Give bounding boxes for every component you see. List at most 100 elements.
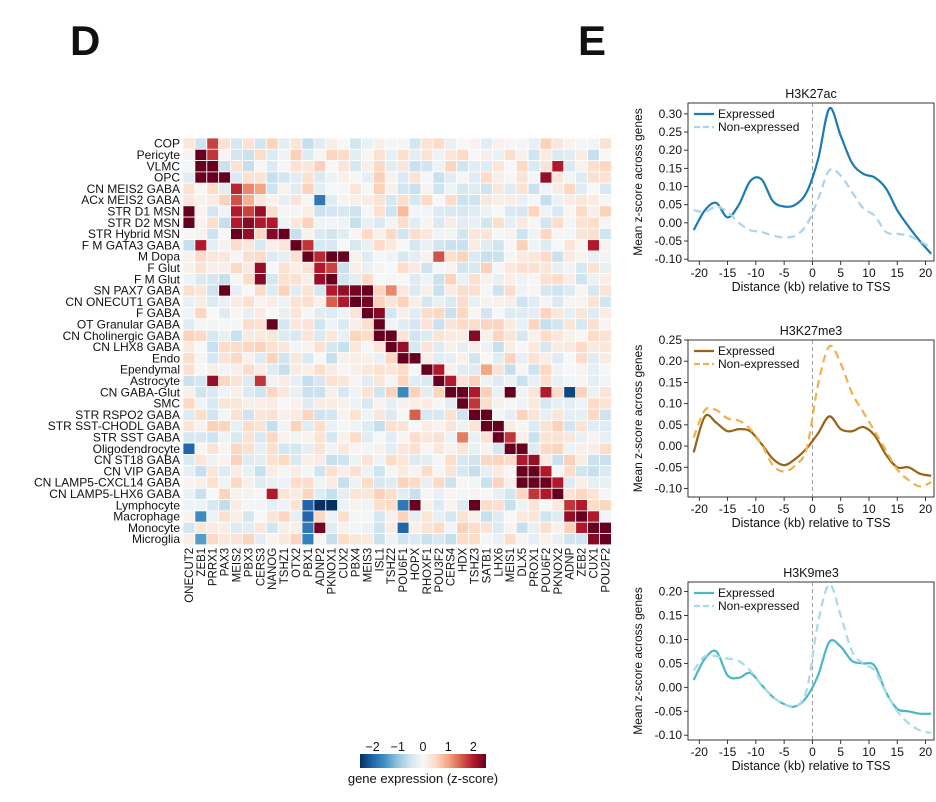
heatmap-cell [527, 352, 541, 365]
heatmap-cell [551, 465, 565, 478]
heatmap-cell [301, 420, 315, 433]
heatmap-cell [289, 171, 303, 184]
heatmap-cell [349, 476, 362, 489]
heatmap-cell [349, 171, 362, 184]
heatmap-cell [575, 408, 589, 421]
heatmap-cell [480, 521, 493, 534]
heatmap-cell [551, 182, 565, 195]
heatmap-cell [301, 216, 315, 229]
heatmap-cell [301, 250, 315, 263]
heatmap-cell [277, 420, 291, 433]
heatmap-cell [551, 205, 565, 218]
y-tick-label: 0.00 [659, 680, 683, 694]
heatmap-cell [361, 510, 374, 523]
heatmap-cell [218, 521, 231, 534]
heatmap-cell [325, 465, 339, 478]
heatmap-cell [575, 318, 589, 331]
heatmap-cell [456, 442, 470, 455]
heatmap-cell [408, 318, 422, 331]
heatmap-cell [551, 352, 565, 365]
heatmap-cell [182, 374, 196, 387]
column-label-cers3: CERS3 [255, 548, 267, 586]
heatmap-cell [301, 521, 315, 534]
y-tick-label: 0.05 [659, 418, 683, 432]
heatmap-cell [420, 499, 434, 512]
heatmap-cell [313, 137, 327, 150]
heatmap-cell [491, 284, 505, 297]
heatmap-cell [384, 397, 398, 410]
heatmap-cell [301, 182, 315, 195]
heatmap-cell [218, 499, 231, 512]
column-label-pknox2: PKNOX2 [553, 548, 565, 595]
heatmap-cell [480, 431, 493, 444]
heatmap-cell [551, 227, 565, 241]
heatmap-cell [527, 329, 541, 342]
heatmap-cell [551, 216, 565, 229]
x-tick-label: -20 [691, 745, 709, 759]
heatmap-cell [361, 363, 374, 376]
heatmap-cell [480, 284, 493, 297]
heatmap-cell [361, 171, 374, 184]
heatmap-cell [515, 329, 529, 342]
heatmap-cell [277, 137, 291, 150]
heatmap-cell [408, 160, 422, 173]
heatmap-cell [361, 329, 374, 342]
heatmap-cell [563, 397, 577, 410]
heatmap-cell [384, 250, 398, 263]
heatmap-cell [515, 408, 529, 421]
heatmap-cell [349, 148, 362, 162]
column-label-nanog: NANOG [267, 548, 279, 590]
heatmap-cell [456, 137, 470, 150]
heatmap-cell [253, 374, 267, 387]
heatmap-cell [218, 453, 231, 467]
y-tick-label: -0.05 [655, 460, 683, 474]
heatmap-cell [408, 182, 422, 195]
heatmap-cell [587, 329, 600, 342]
heatmap-cell [503, 205, 517, 218]
heatmap-cell [289, 227, 303, 241]
heatmap-cell [325, 295, 339, 308]
heatmap-cell [599, 363, 612, 376]
heatmap-cell [206, 363, 220, 376]
heatmap-cell [301, 295, 315, 308]
heatmap-cell [265, 352, 279, 365]
heatmap-cell [265, 148, 279, 162]
heatmap-cell [575, 340, 589, 354]
heatmap-cell [551, 239, 565, 252]
heatmap-cell [503, 261, 517, 274]
heatmap-cell [515, 420, 529, 433]
heatmap-cell [218, 476, 231, 489]
heatmap-cell [313, 374, 327, 387]
row-label-f-glut: F Glut [147, 261, 180, 275]
heatmap-cell [408, 148, 422, 162]
heatmap-cell [277, 182, 291, 195]
heatmap-cell [587, 420, 600, 433]
heatmap-cell [503, 521, 517, 534]
heatmap-cell [194, 510, 208, 523]
heatmap-cell [277, 408, 291, 421]
heatmap-cell [349, 216, 362, 229]
heatmap-cell [468, 171, 481, 184]
heatmap-cell [325, 386, 339, 399]
heatmap-cell [372, 318, 386, 331]
heatmap-cell [491, 510, 505, 523]
heatmap-cell [551, 521, 565, 534]
heatmap-cell [503, 340, 517, 354]
heatmap-cell [587, 510, 600, 523]
heatmap-cell [468, 340, 481, 354]
heatmap-cell [432, 216, 446, 229]
heatmap-cell [503, 239, 517, 252]
heatmap-cell [206, 318, 220, 331]
heatmap-cell [182, 160, 196, 173]
heatmap-cell [194, 307, 208, 320]
heatmap-cell [444, 363, 458, 376]
heatmap-cell [337, 194, 351, 207]
heatmap-cell [265, 408, 279, 421]
heatmap-cell [420, 137, 434, 150]
heatmap-cell [527, 137, 541, 150]
row-label-macrophage: Macrophage [113, 510, 180, 524]
heatmap-cell [242, 273, 255, 286]
heatmap-cell [242, 374, 255, 387]
column-label-meis1: MEIS1 [505, 548, 517, 583]
row-label-str-sst-chodl-gaba: STR SST-CHODL GABA [48, 419, 180, 433]
